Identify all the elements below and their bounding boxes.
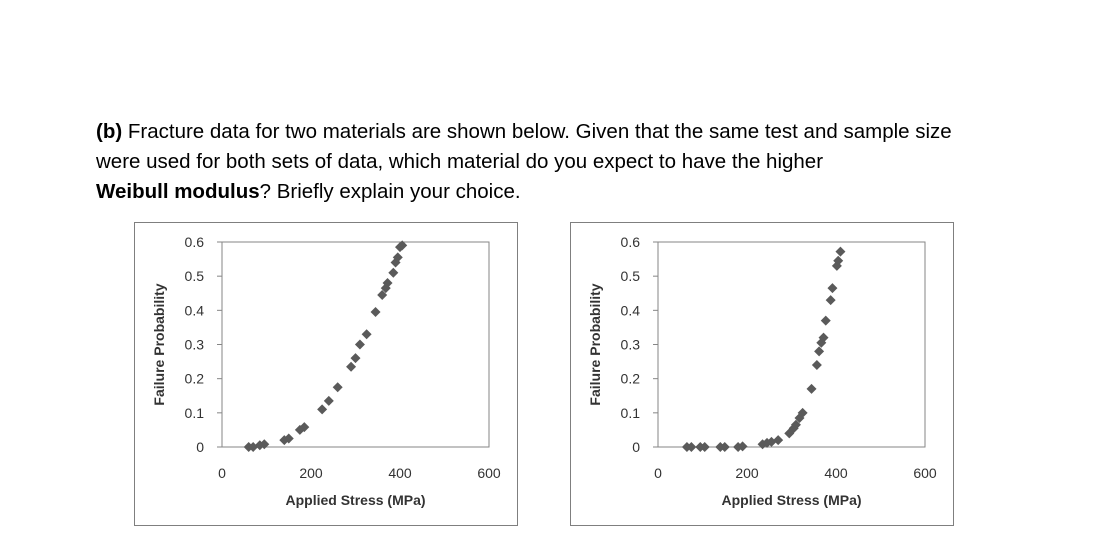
material-2-x-tick-label: 600: [913, 465, 937, 481]
material-2-data-point: [811, 360, 822, 370]
chart-material-1: 0 0.1 0.2 0.3 0.4 0.5 0.6 0 200 400 600 Applied Str…: [134, 222, 518, 526]
question-line-1-text: Fracture data for two materials are show…: [122, 120, 952, 143]
material-2-y-tick-label: 0.2: [621, 371, 641, 387]
material-1-y-tick-label: 0.5: [185, 268, 205, 284]
material-2-y-tick-label: 0: [632, 439, 640, 455]
material-2-data-point: [790, 419, 801, 430]
material-1-y-axis-title: Failure Probability: [151, 283, 167, 405]
material-2-data-point: [825, 295, 836, 306]
material-2-x-tick-label: 400: [824, 465, 848, 481]
material-2-x-axis-title: Applied Stress (MPa): [721, 492, 861, 508]
question-line-3: Weibull modulus? Briefly explain your ch…: [96, 177, 1086, 207]
material-2-data-point: [835, 246, 846, 257]
material-2-plot-area: [657, 241, 926, 448]
material-2-data-point: [827, 283, 838, 294]
material-2-data-point: [797, 407, 808, 418]
material-2-y-axis-title: Failure Probability: [587, 283, 603, 405]
material-1-data-point: [361, 329, 372, 340]
material-1-y-tick-label: 0.4: [185, 302, 205, 318]
material-2-data-point: [757, 439, 768, 450]
material-2-data-point: [820, 315, 831, 326]
material-2-data-point: [737, 441, 748, 452]
material-2-x-tick-label: 0: [654, 465, 662, 481]
material-2-data-point: [794, 412, 805, 423]
chart-material-2: 0 0.1 0.2 0.3 0.4 0.5 0.6 0 200 400 600 Applied Str…: [570, 222, 954, 526]
material-1-y-tick-label: 0.3: [185, 337, 205, 353]
material-2-y-tick-label: 0.3: [621, 337, 641, 353]
material-1-y-tick-label: 0.1: [185, 405, 205, 421]
material-2-data-point: [833, 255, 844, 266]
material-2-data-point: [699, 442, 710, 452]
material-1-x-axis-title: Applied Stress (MPa): [285, 492, 425, 508]
material-1-data-point: [323, 395, 334, 406]
material-2-y-tick-label: 0.5: [621, 268, 641, 284]
material-2-y-tick-label: 0.6: [621, 234, 641, 250]
weibull-modulus-term: Weibull modulus: [96, 180, 260, 203]
question-text: (b) Fracture data for two materials are …: [96, 117, 1086, 207]
material-1-data-point: [346, 361, 357, 372]
question-line-1: (b) Fracture data for two materials are …: [96, 117, 1086, 147]
material-1-data-point: [397, 240, 408, 251]
material-1-x-tick-label: 200: [299, 465, 323, 481]
material-2-data-point: [806, 383, 817, 394]
material-1-data-point: [380, 283, 391, 294]
material-2-data-point: [762, 437, 773, 448]
material-1-data-point: [299, 422, 310, 433]
material-1-x-tick-label: 400: [388, 465, 412, 481]
material-1-x-tick-label: 600: [477, 465, 501, 481]
material-2-data-point: [773, 435, 784, 446]
question-line-3-text: ? Briefly explain your choice.: [259, 180, 521, 203]
material-2-y-tick-label: 0.4: [621, 302, 641, 318]
chart-material-1-svg: 0 0.1 0.2 0.3 0.4 0.5 0.6 0 200 400 600 Applied Str…: [151, 234, 501, 508]
material-2-data-point: [686, 442, 697, 452]
material-1-data-point: [382, 278, 393, 288]
material-1-y-tick-label: 0.6: [185, 234, 205, 250]
material-1-y-tick-label: 0: [196, 439, 204, 455]
chart-material-2-svg: 0 0.1 0.2 0.3 0.4 0.5 0.6 0 200 400 600 Applied Str…: [587, 234, 937, 508]
material-1-data-point: [350, 353, 361, 364]
material-2-data-point: [719, 442, 730, 452]
question-line-2: were used for both sets of data, which m…: [96, 150, 824, 173]
material-2-y-tick-label: 0.1: [621, 405, 641, 421]
material-2-data-point: [814, 346, 825, 357]
material-1-data-point: [392, 252, 403, 263]
material-1-data-point: [370, 307, 381, 318]
material-2-data-point: [784, 428, 795, 439]
material-1-data-point: [377, 289, 388, 300]
material-1-x-tick-label: 0: [218, 465, 226, 481]
material-1-data-point: [332, 382, 343, 393]
material-1-data-point: [354, 339, 365, 350]
material-1-data-point: [388, 267, 399, 278]
material-1-data-point: [317, 404, 328, 415]
part-label: (b): [96, 120, 123, 143]
material-1-data-point: [259, 439, 270, 450]
material-1-y-tick-label: 0.2: [185, 371, 205, 387]
material-2-data-point: [816, 337, 827, 348]
material-2-x-tick-label: 200: [735, 465, 759, 481]
material-1-data-point: [283, 433, 294, 444]
material-2-data-point: [831, 260, 842, 271]
